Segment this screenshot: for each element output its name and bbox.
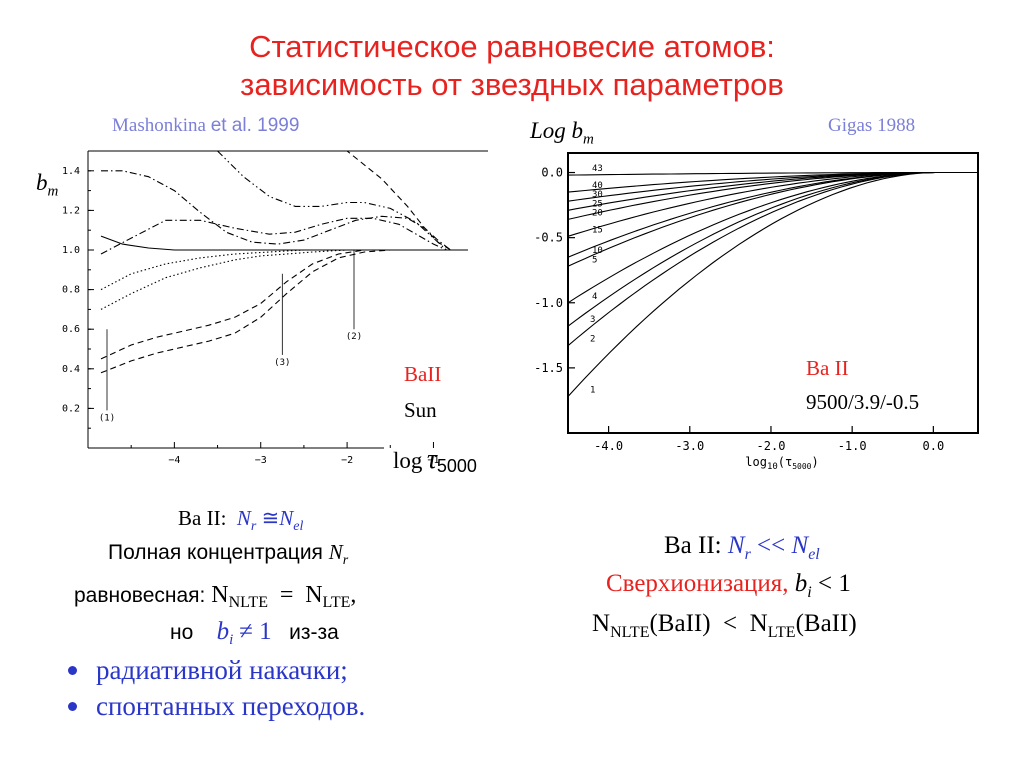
left-source-name: Mashonkina (112, 115, 206, 136)
right-series-label-25: 25 (592, 199, 603, 209)
right-series-label-15: 15 (592, 225, 603, 235)
right-nlte-relation: NNLTE(BaII) < NLTE(BaII) (592, 610, 857, 641)
slide-title-line2: зависимость от звездных параметров (240, 67, 784, 102)
right-series-label-43: 43 (592, 164, 603, 174)
left-y-tick-label: 0.8 (62, 285, 80, 296)
right-species-label: Ba II (806, 356, 849, 380)
left-star-label: Sun (404, 398, 437, 422)
right-series-label-4: 4 (592, 292, 597, 302)
right-y-tick-label: 0.0 (541, 166, 563, 180)
right-series-line-2 (567, 171, 978, 347)
bullet-icon (68, 666, 77, 675)
left-series-line-2 (101, 170, 452, 251)
right-y-axis-label: Log bm (530, 118, 594, 148)
left-x-tick-label: −4 (168, 455, 180, 466)
right-y-tick-label: -1.0 (534, 296, 563, 310)
right-x-tick-label: -4.0 (594, 439, 623, 453)
right-series-line-1 (567, 171, 978, 397)
left-y-axis-label: bm (36, 170, 59, 200)
left-species-label: BaII (404, 362, 442, 386)
right-series-label-5: 5 (592, 255, 597, 265)
left-y-tick-label: 0.4 (62, 364, 80, 375)
left-source-label: Mashonkina et al. 1999 (112, 115, 299, 137)
left-equilibrium-line: равновесная: NNLTE = NLTE, (74, 582, 357, 612)
left-but-line: но bi ≠ 1 из-за (170, 618, 339, 649)
right-series-label-2: 2 (590, 335, 595, 345)
left-y-tick-label: 0.2 (62, 403, 80, 414)
right-x-tick-label: 0.0 (923, 439, 945, 453)
right-x-tick-label: -2.0 (757, 439, 786, 453)
left-y-tick-label: 1.0 (62, 245, 80, 256)
left-ion-relation: Ba II: Nr ≅Nel (178, 506, 304, 535)
right-y-tick-label: -0.5 (534, 231, 563, 245)
right-series-label-3: 3 (590, 315, 595, 325)
left-y-tick-label: 1.4 (62, 166, 80, 177)
right-x-tick-label: -1.0 (838, 439, 867, 453)
slide-title-line1: Статистическое равновесие атомов: (249, 29, 775, 64)
right-x-axis-title: log10(τ5000) (745, 455, 818, 472)
right-series-label-10: 10 (592, 246, 603, 256)
left-series-line-5 (346, 151, 451, 251)
right-ion-relation: Ba II: Nr << Nel (664, 532, 820, 563)
right-series-line-40 (567, 171, 978, 193)
left-series-line-8 (100, 249, 468, 360)
right-series-label-20: 20 (592, 208, 603, 218)
right-series-line-3 (567, 171, 978, 327)
left-y-tick-label: 0.6 (62, 324, 80, 335)
reason-item-1: радиативной накачки; (62, 652, 365, 688)
left-x-tick-label: −2 (341, 455, 353, 466)
right-overionization-line: Сверхионизация, bi < 1 (606, 570, 851, 601)
bullet-icon (68, 702, 77, 711)
left-x-tick-label: −3 (255, 455, 267, 466)
right-x-tick-label: -3.0 (675, 439, 704, 453)
left-series-line-4 (100, 217, 447, 255)
right-series-label-1: 1 (590, 386, 595, 396)
left-series-line-9 (100, 249, 468, 374)
right-series-label-30: 30 (592, 190, 603, 200)
right-series-line-10 (567, 171, 978, 258)
left-annotation-label-1: (1) (99, 413, 115, 423)
left-series-line-3 (217, 151, 447, 251)
reasons-list: радиативной накачки; спонтанных переходо… (62, 652, 365, 724)
left-series-line-7 (100, 249, 468, 310)
left-concentration-line: Полная концентрация Nr (108, 540, 349, 569)
left-annotation-label-2: (2) (346, 332, 362, 342)
right-source-label: Gigas 1988 (828, 115, 916, 136)
left-chart: −4 −3 −2 −1 0.2 0.4 0.6 0.8 1.0 1.2 1.4 (1) (2) (3) (62, 150, 488, 466)
left-source-suffix: et al. 1999 (210, 115, 300, 136)
reason-item-2: спонтанных переходов. (62, 688, 365, 724)
right-chart: -4.0 -3.0 -2.0 -1.0 0.00.0-0.5-1.0-1.5 43403… (534, 152, 979, 472)
left-y-tick-label: 1.2 (62, 205, 80, 216)
right-series-label-40: 40 (592, 181, 603, 191)
right-chart-frame (567, 152, 979, 434)
right-y-tick-label: -1.5 (534, 361, 563, 375)
left-x-axis-label: log τ5000 (393, 444, 477, 477)
left-annotation-label-3: (3) (274, 358, 290, 368)
left-x-tick-label: −1 (427, 455, 439, 466)
right-params-label: 9500/3.9/-0.5 (806, 390, 920, 414)
right-series-line-15 (567, 171, 978, 237)
